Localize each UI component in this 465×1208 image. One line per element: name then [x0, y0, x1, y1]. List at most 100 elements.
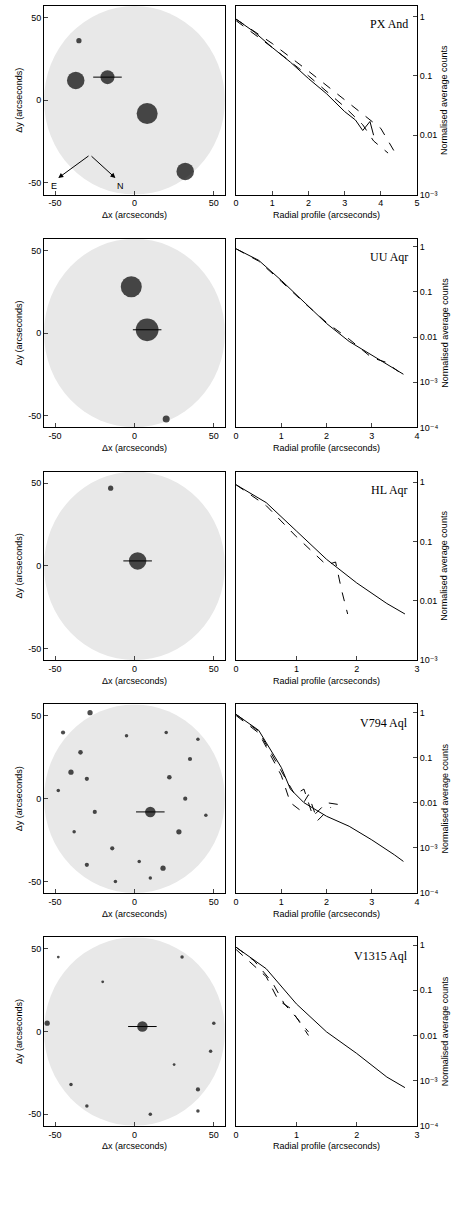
svg-text:0.01: 0.01 — [420, 1031, 438, 1041]
svg-text:0: 0 — [36, 561, 41, 571]
svg-text:Δx (arcseconds): Δx (arcseconds) — [102, 909, 167, 919]
svg-text:10⁻⁴: 10⁻⁴ — [420, 1121, 439, 1131]
svg-text:E: E — [51, 181, 57, 191]
svg-text:3: 3 — [414, 1130, 419, 1140]
svg-text:50: 50 — [209, 1130, 219, 1140]
svg-text:50: 50 — [209, 664, 219, 674]
svg-text:Radial profile (arcseconds): Radial profile (arcseconds) — [273, 443, 380, 453]
svg-text:5: 5 — [414, 198, 419, 208]
svg-text:-50: -50 — [49, 664, 62, 674]
svg-text:Normalised average counts: Normalised average counts — [440, 278, 450, 388]
svg-text:10⁻⁴: 10⁻⁴ — [420, 888, 439, 898]
svg-text:4: 4 — [414, 431, 419, 441]
svg-text:2: 2 — [354, 1130, 359, 1140]
svg-text:0: 0 — [36, 1027, 41, 1037]
svg-text:3: 3 — [369, 897, 374, 907]
svg-text:Normalised average counts: Normalised average counts — [439, 45, 449, 155]
svg-text:10⁻³: 10⁻³ — [420, 190, 438, 200]
svg-text:-50: -50 — [28, 178, 41, 188]
svg-text:50: 50 — [31, 944, 41, 954]
svg-text:Normalised average counts: Normalised average counts — [440, 976, 450, 1086]
svg-text:1: 1 — [270, 198, 275, 208]
svg-text:Normalised average counts: Normalised average counts — [439, 511, 449, 621]
svg-text:Radial profile (arcseconds): Radial profile (arcseconds) — [273, 676, 380, 686]
svg-text:0: 0 — [132, 431, 137, 441]
svg-text:3: 3 — [414, 664, 419, 674]
svg-text:-50: -50 — [28, 1109, 41, 1119]
svg-text:0.1: 0.1 — [420, 985, 433, 995]
svg-text:Δy (arcseconds): Δy (arcseconds) — [14, 301, 24, 366]
svg-text:1: 1 — [279, 897, 284, 907]
svg-text:1: 1 — [420, 940, 425, 950]
svg-text:10⁻³: 10⁻³ — [420, 655, 438, 665]
svg-text:0.1: 0.1 — [420, 753, 433, 763]
svg-text:0.01: 0.01 — [420, 798, 438, 808]
svg-text:0: 0 — [132, 664, 137, 674]
svg-text:3: 3 — [369, 431, 374, 441]
svg-text:0: 0 — [36, 328, 41, 338]
svg-text:50: 50 — [31, 711, 41, 721]
svg-text:Δx (arcseconds): Δx (arcseconds) — [102, 1141, 167, 1151]
svg-text:Δy (arcseconds): Δy (arcseconds) — [14, 999, 24, 1064]
svg-text:N: N — [117, 181, 124, 191]
svg-text:10⁻³: 10⁻³ — [420, 377, 438, 387]
svg-text:0: 0 — [132, 897, 137, 907]
svg-text:50: 50 — [31, 478, 41, 488]
svg-text:-50: -50 — [49, 897, 62, 907]
svg-text:-50: -50 — [28, 411, 41, 421]
svg-text:V794 Aql: V794 Aql — [360, 716, 408, 730]
svg-text:Radial profile (arcseconds): Radial profile (arcseconds) — [273, 909, 380, 919]
svg-text:-50: -50 — [28, 877, 41, 887]
svg-text:HL Aqr: HL Aqr — [371, 483, 408, 497]
svg-text:1: 1 — [294, 1130, 299, 1140]
svg-text:Normalised average counts: Normalised average counts — [440, 743, 450, 853]
svg-text:4: 4 — [378, 198, 383, 208]
svg-text:-50: -50 — [49, 198, 62, 208]
svg-text:0.1: 0.1 — [420, 71, 433, 81]
svg-text:0: 0 — [234, 431, 239, 441]
svg-text:10⁻⁴: 10⁻⁴ — [420, 423, 439, 433]
svg-text:0: 0 — [234, 897, 239, 907]
svg-text:Δx (arcseconds): Δx (arcseconds) — [102, 443, 167, 453]
svg-text:50: 50 — [31, 246, 41, 256]
svg-text:50: 50 — [209, 897, 219, 907]
svg-text:3: 3 — [342, 198, 347, 208]
svg-text:1: 1 — [420, 12, 425, 22]
svg-text:4: 4 — [414, 897, 419, 907]
svg-text:Δy (arcseconds): Δy (arcseconds) — [14, 68, 24, 133]
svg-text:1: 1 — [279, 431, 284, 441]
svg-text:0.01: 0.01 — [420, 130, 438, 140]
svg-text:2: 2 — [324, 431, 329, 441]
svg-text:50: 50 — [31, 13, 41, 23]
svg-text:10⁻³: 10⁻³ — [420, 1076, 438, 1086]
svg-text:0: 0 — [132, 198, 137, 208]
svg-text:Δy (arcseconds): Δy (arcseconds) — [14, 533, 24, 598]
svg-text:50: 50 — [209, 431, 219, 441]
svg-text:Δx (arcseconds): Δx (arcseconds) — [102, 210, 167, 220]
svg-text:1: 1 — [420, 242, 425, 252]
svg-text:0: 0 — [36, 95, 41, 105]
svg-text:-50: -50 — [49, 431, 62, 441]
svg-text:Radial profile (arcseconds): Radial profile (arcseconds) — [273, 210, 380, 220]
svg-text:1: 1 — [420, 477, 425, 487]
svg-text:UU Aqr: UU Aqr — [370, 250, 408, 264]
svg-text:PX And: PX And — [370, 17, 408, 31]
svg-text:0.1: 0.1 — [420, 287, 433, 297]
svg-text:0: 0 — [234, 664, 239, 674]
svg-text:1: 1 — [294, 664, 299, 674]
svg-text:0: 0 — [132, 1130, 137, 1140]
svg-text:Δy (arcseconds): Δy (arcseconds) — [14, 766, 24, 831]
svg-text:0.01: 0.01 — [420, 596, 438, 606]
svg-text:0: 0 — [234, 198, 239, 208]
svg-text:0: 0 — [234, 1130, 239, 1140]
svg-text:50: 50 — [209, 198, 219, 208]
svg-text:Δx (arcseconds): Δx (arcseconds) — [102, 676, 167, 686]
svg-text:-50: -50 — [28, 644, 41, 654]
svg-text:V1315 Aql: V1315 Aql — [354, 949, 408, 963]
svg-text:10⁻³: 10⁻³ — [420, 843, 438, 853]
svg-text:0.1: 0.1 — [420, 537, 433, 547]
svg-text:1: 1 — [420, 708, 425, 718]
svg-text:2: 2 — [354, 664, 359, 674]
svg-text:0.01: 0.01 — [420, 332, 438, 342]
svg-text:2: 2 — [306, 198, 311, 208]
